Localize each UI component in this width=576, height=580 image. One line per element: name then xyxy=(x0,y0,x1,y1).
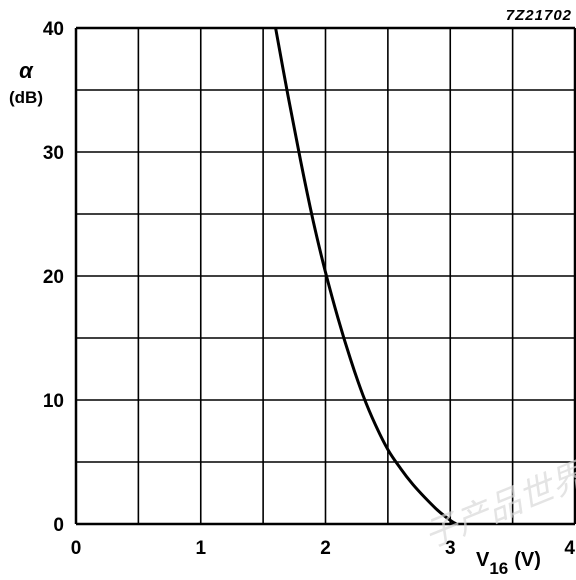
x-axis-unit: (V) xyxy=(514,549,541,571)
y-tick-label: 30 xyxy=(43,143,64,164)
x-tick-label: 3 xyxy=(445,538,456,559)
x-axis-label: V16 (V) xyxy=(476,549,541,578)
y-axis-symbol: α xyxy=(19,58,34,83)
y-tick-label: 20 xyxy=(43,267,64,288)
x-axis-symbol: V xyxy=(476,549,490,571)
watermark: 子产品世界 xyxy=(418,455,576,557)
x-tick-label: 1 xyxy=(195,538,206,559)
y-axis-unit: (dB) xyxy=(9,88,43,107)
x-tick-label: 4 xyxy=(564,538,575,559)
y-tick-label: 10 xyxy=(43,391,64,412)
x-tick-labels: 0 1 2 3 4 xyxy=(71,538,576,559)
figure-code: 7Z21702 xyxy=(506,7,572,24)
data-series-line xyxy=(274,27,458,526)
x-tick-label: 0 xyxy=(71,538,82,559)
x-axis-subscript: 16 xyxy=(489,559,508,578)
y-tick-label: 0 xyxy=(53,515,64,536)
y-tick-label: 40 xyxy=(43,19,64,40)
x-tick-label: 2 xyxy=(320,538,331,559)
y-tick-labels: 0 10 20 30 40 xyxy=(43,19,64,536)
